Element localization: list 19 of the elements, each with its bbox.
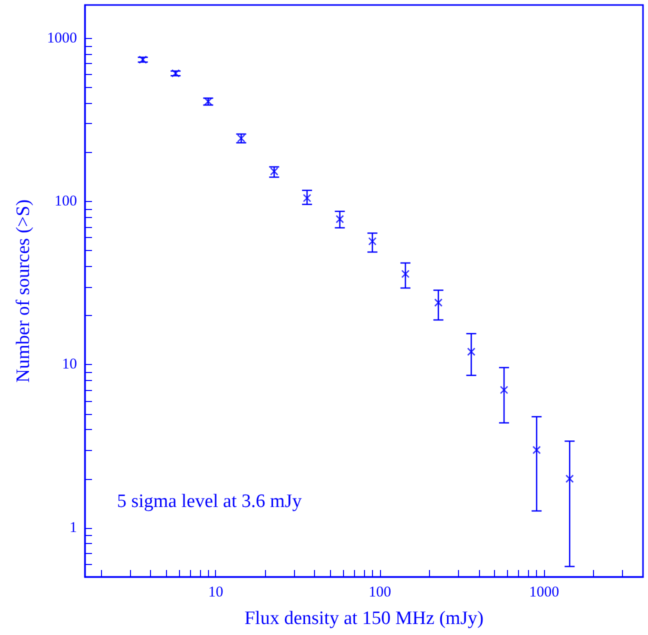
annotation: 5 sigma level at 3.6 mJy bbox=[117, 491, 302, 512]
point bbox=[532, 446, 541, 454]
point bbox=[500, 386, 508, 394]
y-tick-label: 1 bbox=[70, 520, 77, 536]
point bbox=[401, 270, 410, 278]
point bbox=[302, 194, 312, 202]
x-axis-title: Flux density at 150 MHz (mJy) bbox=[244, 608, 484, 629]
x-tick-label: 100 bbox=[368, 584, 392, 600]
point bbox=[434, 298, 443, 307]
x-tick-label: 10 bbox=[208, 584, 224, 600]
y-tick-label: 100 bbox=[54, 194, 77, 210]
y-axis-title: Number of sources (>S) bbox=[13, 199, 34, 383]
x-tick-label: 1000 bbox=[529, 584, 560, 600]
point bbox=[565, 474, 574, 483]
y-tick-label: 10 bbox=[62, 356, 77, 373]
y-tick-label: 1000 bbox=[47, 30, 77, 46]
point bbox=[368, 237, 377, 246]
point bbox=[467, 348, 476, 356]
point bbox=[336, 214, 344, 224]
